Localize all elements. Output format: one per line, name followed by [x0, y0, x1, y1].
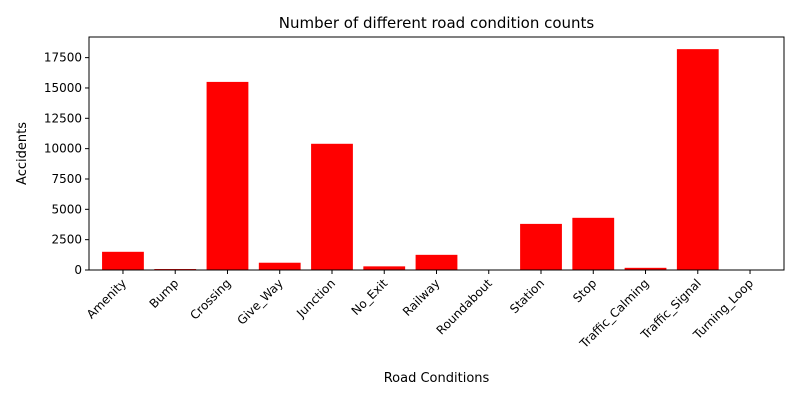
- y-tick-label: 5000: [51, 202, 82, 216]
- bar-railway: [416, 255, 458, 270]
- bar-no-exit: [363, 266, 405, 270]
- y-tick-label: 2500: [51, 233, 82, 247]
- x-tick-label: Station: [507, 276, 547, 316]
- x-tick-label: Bump: [147, 276, 182, 311]
- bar-give-way: [259, 263, 301, 270]
- bar-junction: [311, 144, 353, 270]
- bar-station: [520, 224, 562, 270]
- x-tick-label: Junction: [293, 276, 338, 321]
- bar-stop: [572, 218, 614, 270]
- bars-group: [102, 49, 719, 270]
- y-tick-label: 15000: [44, 81, 82, 95]
- x-axis-title: Road Conditions: [384, 371, 490, 386]
- bar-crossing: [207, 82, 249, 270]
- x-tick-label: Give_Way: [234, 276, 285, 327]
- y-axis-title: Accidents: [15, 122, 30, 185]
- x-tick-label: Railway: [400, 276, 443, 319]
- x-tick-label: Crossing: [187, 276, 233, 322]
- y-tick-label: 17500: [44, 51, 82, 65]
- x-tick-label: Stop: [570, 276, 599, 305]
- y-tick-label: 7500: [51, 172, 82, 186]
- y-tick-label: 10000: [44, 142, 82, 156]
- chart-title: Number of different road condition count…: [279, 14, 595, 32]
- x-tick-label: Amenity: [84, 276, 129, 321]
- x-tick-label: Roundabout: [434, 276, 495, 337]
- bar-traffic-signal: [677, 49, 719, 270]
- y-axis: 0 2500 5000 7500 10000 12500 15000 17500: [44, 51, 89, 277]
- y-tick-label: 0: [74, 263, 82, 277]
- y-tick-label: 12500: [44, 111, 82, 125]
- bar-amenity: [102, 252, 144, 270]
- x-tick-label: No_Exit: [349, 276, 391, 318]
